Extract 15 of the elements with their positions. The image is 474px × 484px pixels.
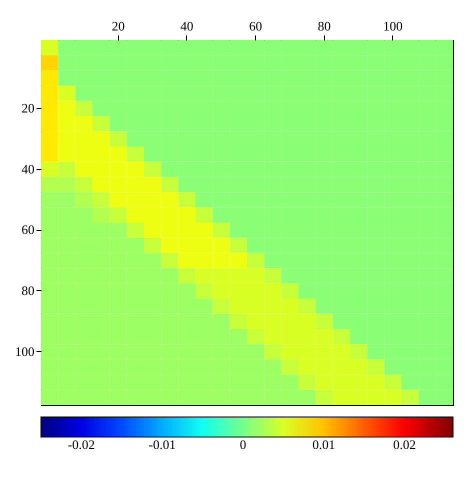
y-tick-label: 80 bbox=[22, 282, 34, 298]
color-bar-label: -0.02 bbox=[68, 437, 95, 452]
x-tick-label: 20 bbox=[112, 18, 125, 34]
y-tick-label: 40 bbox=[22, 161, 34, 176]
color-bar-label: 0.02 bbox=[393, 437, 416, 452]
x-tick-label: 40 bbox=[180, 18, 194, 34]
y-tick-label: 100 bbox=[15, 344, 34, 359]
y-tick-label: 60 bbox=[22, 222, 34, 238]
color-bar-label: 0.01 bbox=[312, 437, 336, 452]
color-bar-label: -0.01 bbox=[148, 437, 176, 452]
x-tick-label: 60 bbox=[249, 18, 262, 34]
x-tick-label: 100 bbox=[383, 18, 403, 34]
color-bar-label: 0 bbox=[240, 437, 246, 452]
x-tick-label: 80 bbox=[318, 18, 331, 34]
y-tick-label: 20 bbox=[22, 100, 34, 116]
